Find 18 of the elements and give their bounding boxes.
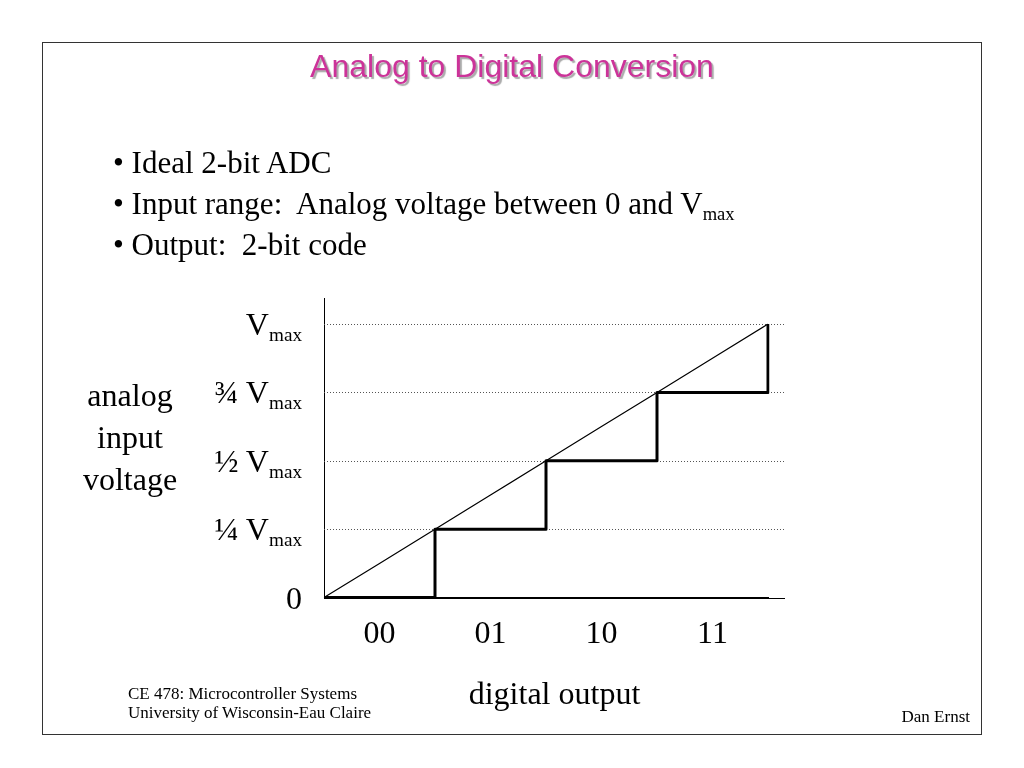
y-axis-title: analog input voltage: [81, 376, 179, 499]
text: Dan Ernst: [901, 707, 970, 727]
x-axis-title: digital output: [468, 674, 641, 711]
x-tick-label: 11: [697, 614, 728, 651]
text: CE 478: Microcontroller Systems: [128, 684, 358, 704]
ref-line-label: ¾ V$_{max}$: [214, 374, 302, 416]
text: • Output: 2-bit code: [113, 227, 367, 263]
text: • Input range: Analog voltage between 0 and V$_{max}$: [113, 186, 735, 224]
ref-line-label: ½ V$_{max}$: [214, 442, 302, 484]
ref-line-label: V$_{max}$: [245, 306, 302, 347]
x-tick-label: 00: [363, 614, 396, 651]
x-tick-label: 01: [474, 614, 507, 651]
ref-line-label: ¼ V$_{max}$: [214, 511, 302, 552]
x-tick-label: 10: [585, 614, 618, 651]
text: • Ideal 2-bit ADC: [113, 145, 332, 181]
chart-title: Analog to Digital Conversion: [309, 47, 715, 85]
ref-line-label: 0: [286, 579, 302, 618]
text: University of Wisconsin-Eau Claire: [128, 703, 372, 723]
